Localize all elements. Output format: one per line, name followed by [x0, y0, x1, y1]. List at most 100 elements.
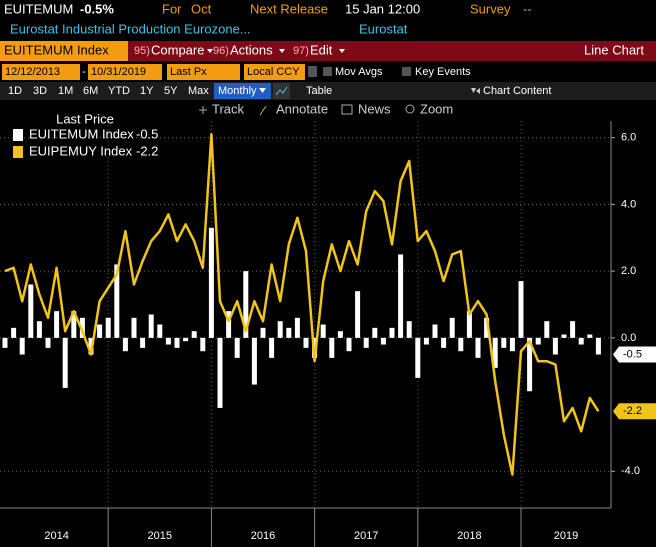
bar — [174, 337, 180, 348]
x-tick-label: 2016 — [251, 530, 275, 542]
period[interactable]: 6M — [83, 85, 98, 97]
tool[interactable]: Track — [212, 101, 245, 116]
menu[interactable]: 97) Edit — [293, 42, 345, 57]
last-value-tag — [613, 403, 656, 420]
bar — [372, 327, 378, 338]
bar — [346, 337, 352, 352]
option: Key Events — [415, 66, 471, 78]
start-field[interactable] — [2, 64, 80, 80]
bar — [269, 337, 275, 358]
bar — [423, 337, 429, 345]
frequency-box[interactable] — [214, 83, 271, 99]
bar — [484, 317, 490, 338]
period[interactable]: Max — [188, 85, 209, 97]
bar — [449, 317, 455, 338]
x-tick-label: 2014 — [44, 530, 68, 542]
checkbox[interactable] — [323, 67, 332, 76]
bar — [570, 321, 576, 338]
legend-value: -0.5 — [136, 126, 158, 141]
y-tick-label: 2.0 — [621, 265, 636, 277]
bar — [518, 281, 524, 338]
tool[interactable]: News — [358, 101, 391, 116]
bar — [226, 311, 232, 338]
period[interactable]: YTD — [108, 85, 130, 97]
tool[interactable]: Zoom — [420, 101, 453, 116]
end-field[interactable] — [88, 64, 162, 80]
bar — [552, 337, 558, 355]
bar — [79, 317, 85, 338]
y-tick-label: 0.0 — [621, 332, 636, 344]
bar — [441, 337, 447, 348]
chart-icon-line — [275, 86, 288, 96]
y-tick-label: -4.0 — [621, 465, 640, 477]
legend-swatch — [13, 129, 23, 141]
ticker: EUITEMUM — [4, 1, 73, 16]
period[interactable]: 1D — [8, 85, 22, 97]
bar — [234, 337, 240, 358]
source: Eurostat — [359, 21, 408, 36]
bar — [466, 311, 472, 338]
y-tick-label: 4.0 — [621, 198, 636, 210]
y-tick-label: 6.0 — [621, 132, 636, 144]
view[interactable]: Table — [306, 85, 332, 97]
x-tick-label: 2019 — [554, 530, 578, 542]
content-icon — [471, 88, 480, 94]
bar — [114, 264, 120, 338]
tool[interactable]: Annotate — [276, 101, 328, 116]
periods: 1D 3D 1M 6M YTD 1Y 5Y Max — [8, 85, 209, 97]
bar — [432, 324, 438, 338]
menu[interactable]: 96) Actions — [213, 42, 285, 57]
last-value-label: -0.5 — [623, 348, 642, 360]
bar — [389, 327, 395, 338]
bar — [208, 227, 214, 338]
bar — [492, 337, 498, 368]
legend-title: Last Price — [56, 111, 114, 126]
description: Eurostat Industrial Production Eurozone.… — [10, 21, 251, 36]
legend-label: EUITEMUM Index — [29, 126, 134, 141]
period[interactable]: 1Y — [140, 85, 154, 97]
content[interactable]: Chart Content — [483, 85, 551, 97]
survey-label: Survey — [470, 1, 511, 16]
legend-label: EUIPEMUY Index — [29, 143, 133, 158]
survey: -- — [523, 1, 532, 16]
bar — [355, 291, 361, 338]
period[interactable]: 3D — [33, 85, 47, 97]
bar — [105, 317, 111, 338]
bar — [62, 337, 68, 388]
bar — [337, 331, 343, 338]
period: Oct — [191, 1, 212, 16]
currency-dropdown[interactable] — [308, 66, 317, 77]
period[interactable]: 5Y — [164, 85, 178, 97]
periods-bg — [0, 82, 656, 100]
x-tick-label: 2018 — [457, 530, 481, 542]
menu[interactable]: 95) Compare — [134, 42, 213, 57]
dropdown-arrow — [259, 88, 266, 93]
change: -0.5% — [80, 1, 114, 16]
period[interactable]: 1M — [58, 85, 73, 97]
bar — [320, 324, 326, 338]
bar — [587, 334, 593, 338]
last-value-tag — [613, 346, 656, 363]
bar — [11, 327, 17, 338]
bar — [183, 337, 189, 342]
bar — [88, 337, 94, 355]
checkbox[interactable] — [402, 67, 411, 76]
bar — [260, 327, 266, 338]
legend-swatch — [13, 146, 23, 158]
track-icon — [199, 106, 207, 114]
currency-box[interactable] — [244, 64, 305, 80]
bar — [475, 337, 481, 358]
last-value-label: -2.2 — [623, 405, 642, 417]
menu-label: Actions — [230, 42, 273, 57]
bar — [294, 317, 300, 338]
menu-key: 97) — [293, 45, 309, 57]
bar — [191, 331, 197, 338]
x-tick-label: 2015 — [148, 530, 172, 542]
bar — [97, 324, 103, 338]
bar — [140, 337, 146, 348]
security-box[interactable] — [0, 41, 128, 61]
bar — [131, 317, 137, 338]
menu-key: 96) — [213, 45, 229, 57]
field-box[interactable] — [167, 64, 240, 80]
bar — [398, 254, 404, 338]
